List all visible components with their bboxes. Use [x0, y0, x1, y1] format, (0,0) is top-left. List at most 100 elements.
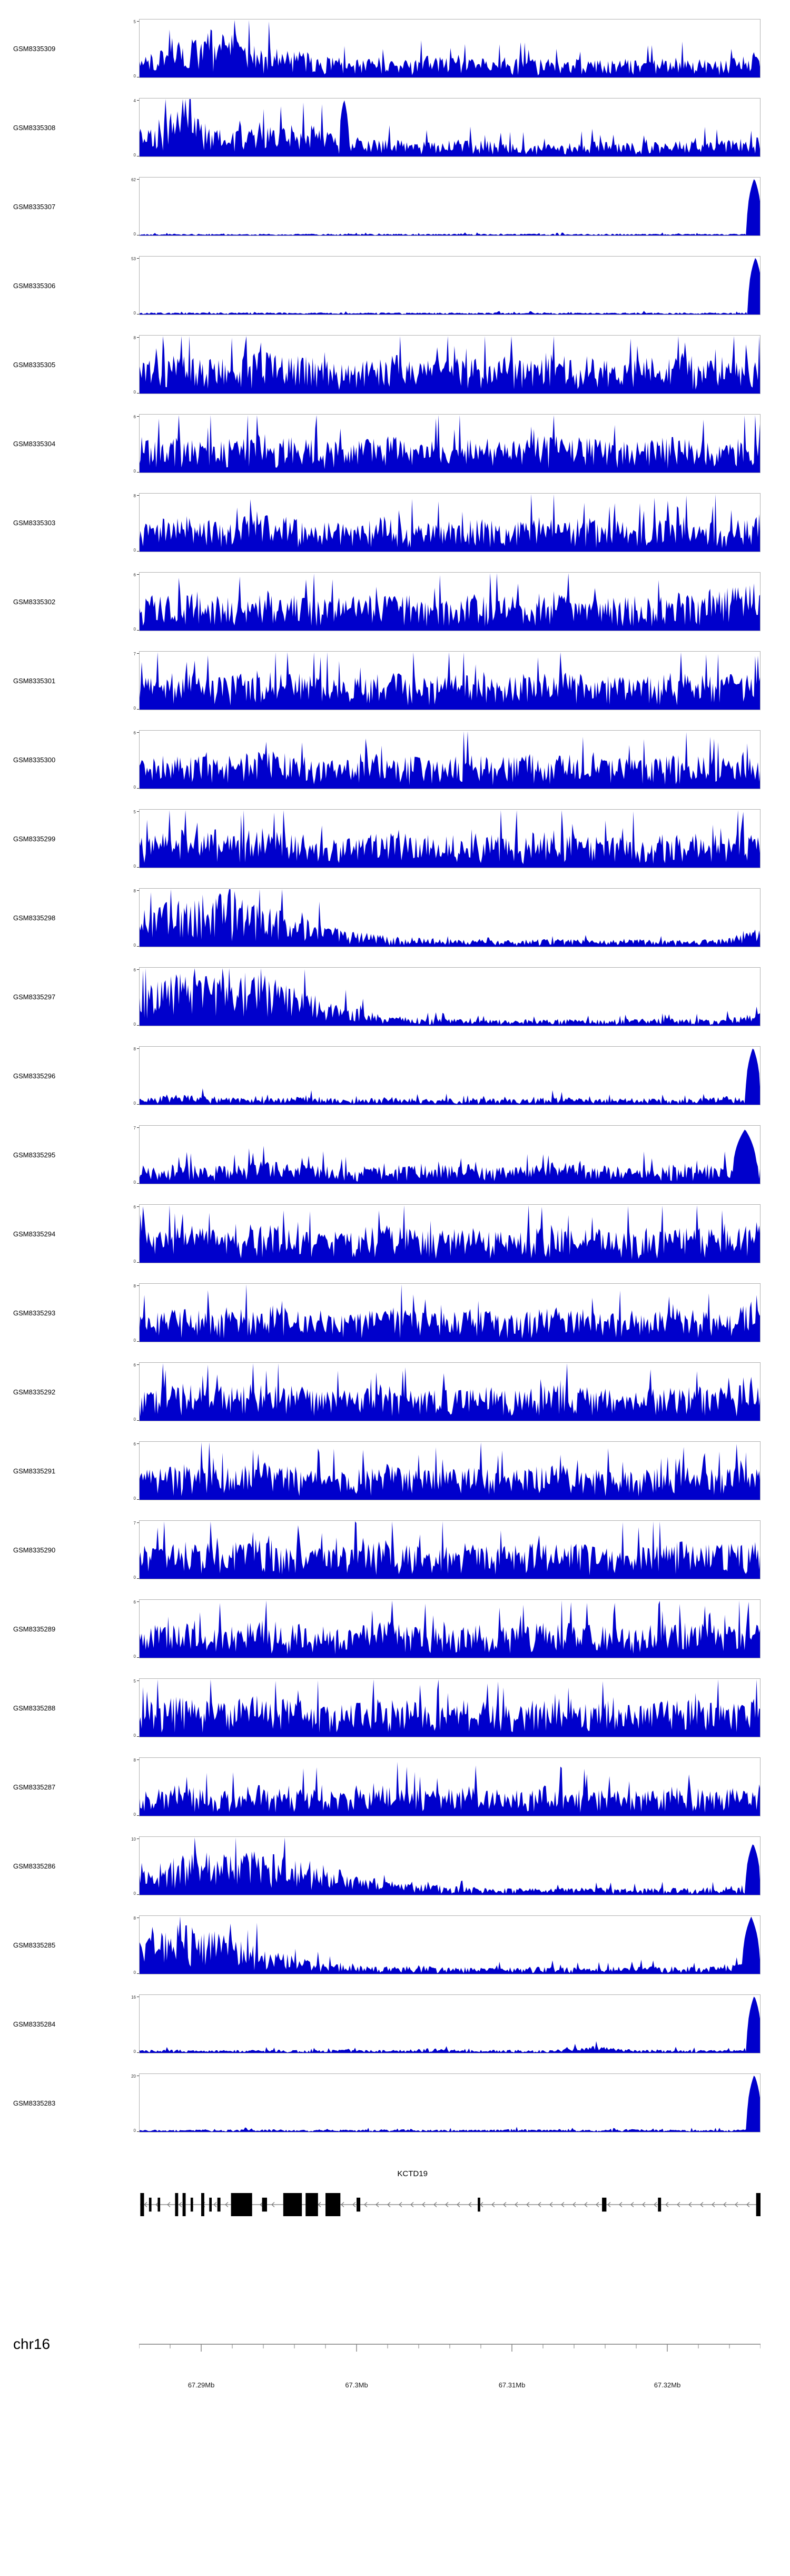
yaxis-max-label: 8	[134, 1758, 136, 1763]
signal-area	[139, 494, 761, 552]
coverage-signal: 60	[134, 1204, 761, 1263]
strand-arrow	[642, 2202, 646, 2207]
panel-border	[139, 1915, 761, 1974]
coverage-signal: 80	[134, 1915, 761, 1974]
exon	[283, 2193, 302, 2216]
yaxis-min-label: 0	[134, 627, 136, 631]
track-row: GSM8335285 8 0	[0, 1915, 790, 1974]
yaxis-max-label: 6	[134, 731, 136, 735]
yaxis-min-label: 0	[134, 2128, 136, 2132]
coverage-signal: 80	[134, 493, 761, 552]
gene-model	[140, 2193, 761, 2216]
strand-arrow	[503, 2202, 507, 2207]
strand-arrow	[619, 2202, 623, 2207]
yaxis-max-label: 6	[134, 415, 136, 419]
panel-border	[139, 1757, 761, 1816]
track-row: GSM8335306 53 0	[0, 256, 790, 315]
signal-area	[139, 968, 761, 1026]
coverage-signal: 53 0	[131, 256, 761, 315]
yaxis-max-label: 5	[134, 1679, 136, 1684]
strand-arrow	[515, 2202, 518, 2207]
panel-border	[139, 1599, 761, 1658]
yaxis-max-label: 6	[134, 1363, 136, 1368]
panel-border	[139, 888, 761, 947]
yaxis-max-label: 8	[134, 494, 136, 498]
gene-title-row: KCTD19	[139, 2169, 761, 2181]
signal-area	[139, 1048, 761, 1105]
axis-tick-label: 67.29Mb	[188, 2381, 215, 2389]
yaxis-min-label: 0	[134, 1417, 136, 1421]
yaxis-min-label: 0	[134, 1812, 136, 1816]
yaxis-max-label: 8	[134, 336, 136, 340]
coverage-signal: 70	[134, 1125, 761, 1184]
track-row: GSM8335296 8 0	[0, 1046, 790, 1105]
panel-border	[139, 1362, 761, 1421]
yaxis-min-label: 0	[134, 74, 136, 78]
exon	[658, 2197, 661, 2212]
track-label: GSM8335305	[13, 360, 56, 369]
yaxis-max-label: 6	[134, 1442, 136, 1447]
strand-arrow	[445, 2202, 449, 2207]
panel-border	[139, 1836, 761, 1895]
coverage-signal: 70	[134, 1520, 761, 1579]
strand-arrow	[526, 2202, 530, 2207]
genome-axis-track: chr16 67.29Mb 67.3Mb 67.31Mb 67.32Mb	[0, 2328, 790, 2413]
yaxis-min-label: 0	[134, 1733, 136, 1737]
track-label: GSM8335296	[13, 1071, 56, 1080]
track-row: GSM8335308 4 0	[0, 98, 790, 157]
panel-border	[139, 414, 761, 473]
coverage-signal: 50	[134, 809, 761, 868]
track-label: GSM8335295	[13, 1151, 56, 1159]
track-row: GSM8335283 20 0	[0, 2073, 790, 2132]
track-label: GSM8335288	[13, 1704, 56, 1712]
yaxis-min-label: 0	[134, 1496, 136, 1500]
axis-tick-label: 67.31Mb	[499, 2381, 526, 2389]
strand-arrow	[735, 2202, 738, 2207]
signal-area	[139, 1837, 761, 1895]
strand-arrow	[665, 2202, 669, 2207]
coverage-signal: 60	[134, 414, 761, 473]
signal-area	[139, 652, 761, 710]
exon	[182, 2193, 186, 2216]
exon	[140, 2193, 144, 2216]
yaxis-min-label: 0	[134, 2049, 136, 2053]
strand-arrow	[144, 2202, 147, 2207]
yaxis-min-label: 0	[134, 785, 136, 789]
strand-arrow	[607, 2202, 611, 2207]
panel-border	[139, 1678, 761, 1737]
coverage-signal: 60	[134, 1599, 761, 1658]
strand-arrow	[491, 2202, 495, 2207]
coverage-signal: 10 0	[131, 1836, 761, 1895]
yaxis-max-label: 5	[134, 810, 136, 814]
strand-arrow	[654, 2202, 657, 2207]
signal-area	[139, 1442, 761, 1500]
panel-border	[139, 2073, 761, 2132]
exon	[201, 2193, 204, 2216]
track-row: GSM8335288 5 0	[0, 1678, 790, 1737]
exon	[149, 2197, 152, 2212]
track-label: GSM8335300	[13, 755, 56, 764]
exon	[305, 2193, 318, 2216]
panel-border	[139, 1283, 761, 1342]
yaxis-max-label: 5	[134, 19, 136, 24]
track-row: GSM8335292 6 0	[0, 1362, 790, 1421]
yaxis-max-label: 8	[134, 1047, 136, 1051]
yaxis-max-label: 8	[134, 1916, 136, 1921]
coverage-signal: 60	[134, 572, 761, 631]
track-label: GSM8335291	[13, 1467, 56, 1475]
track-label: GSM8335308	[13, 123, 56, 132]
track-row: GSM8335294 6 0	[0, 1204, 790, 1263]
track-row: GSM8335289 6 0	[0, 1599, 790, 1658]
yaxis-max-label: 7	[134, 1521, 136, 1526]
exon	[262, 2197, 267, 2212]
panel-border	[139, 98, 761, 157]
track-row: GSM8335309 5 0	[0, 19, 790, 78]
panel-border	[139, 730, 761, 789]
yaxis-min-label: 0	[134, 1891, 136, 1895]
exons	[140, 2193, 761, 2216]
panel-border	[139, 809, 761, 868]
track-label: GSM8335289	[13, 1625, 56, 1633]
strand-arrow	[561, 2202, 565, 2207]
coverage-signal: 60	[134, 1441, 761, 1500]
